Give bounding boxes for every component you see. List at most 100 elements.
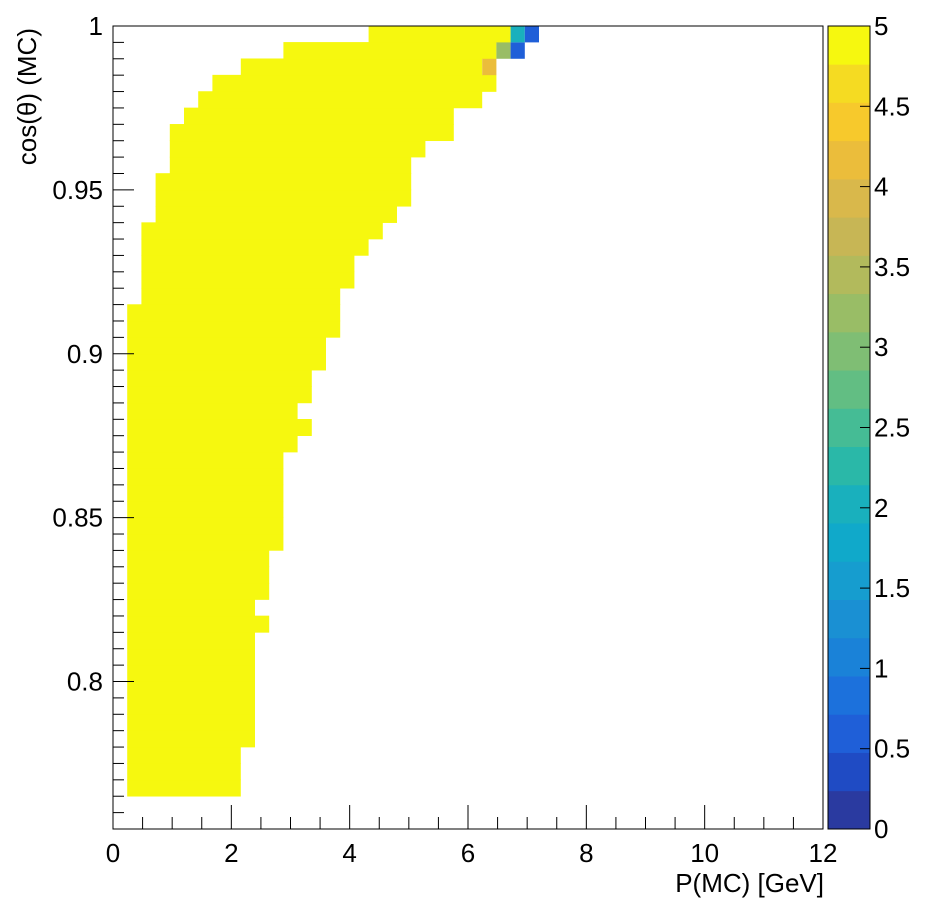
heatmap-row-15 [127, 533, 284, 551]
heatmap-row-24 [127, 386, 312, 404]
heatmap-row-20 [127, 451, 284, 469]
colorbar-swatch [828, 140, 870, 180]
heatmap-row-23 [127, 402, 298, 420]
heatmap-cell-4 [524, 26, 539, 43]
colorbar-swatch [828, 561, 870, 600]
colorbar-tick-label: 0.5 [874, 734, 910, 764]
colorbar-tick-label: 1 [874, 653, 888, 683]
colorbar-tick-label: 4 [874, 172, 888, 202]
x-tick-label: 8 [579, 838, 593, 868]
heatmap-row-3 [127, 730, 255, 748]
x-axis: 0 2 4 6 8 10 12 [106, 805, 838, 868]
heatmap-row-41 [184, 107, 454, 125]
colorbar-swatch [828, 523, 870, 562]
heatmap-row-11 [127, 599, 255, 617]
heatmap-row-5 [127, 697, 255, 715]
x-tick-label: 4 [342, 838, 356, 868]
colorbar-swatch [828, 446, 870, 486]
heatmap-row-21 [127, 435, 298, 453]
x-tick-label: 0 [106, 838, 120, 868]
colorbar-swatch [828, 26, 870, 65]
heatmap-row-13 [127, 566, 270, 584]
heatmap-row-39 [169, 140, 426, 158]
colorbar-swatch [828, 217, 870, 256]
heatmap-row-7 [127, 664, 255, 682]
colorbar-swatch [828, 64, 870, 103]
colorbar-swatch [828, 637, 870, 677]
colorbar-tick-label: 5 [874, 11, 888, 41]
colorbar-swatch [828, 790, 870, 830]
heatmap-cells [127, 25, 539, 797]
heatmap-row-46 [368, 25, 511, 43]
heatmap-row-45 [283, 42, 497, 60]
heatmap-row-31 [141, 271, 355, 289]
heatmap-row-26 [127, 353, 326, 371]
heatmap-row-1 [127, 763, 241, 781]
heatmap-row-9 [127, 632, 255, 650]
heatmap-row-14 [127, 550, 270, 568]
heatmap-row-12 [127, 582, 270, 600]
heatmap-row-18 [127, 484, 284, 502]
heatmap-row-29 [127, 304, 341, 322]
heatmap-row-6 [127, 681, 255, 699]
heatmap-row-34 [141, 222, 383, 240]
heatmap-row-27 [127, 337, 326, 355]
x-tick-label: 2 [224, 838, 238, 868]
heatmap-row-4 [127, 713, 255, 731]
heatmap-cell-2 [510, 42, 525, 59]
colorbar: 0 0.5 1 1.5 2 2.5 3 3.5 4 4.5 5 [827, 11, 910, 844]
heatmap-row-33 [141, 238, 369, 256]
heatmap-row-10 [127, 615, 270, 633]
y-tick-label: 0.8 [67, 667, 103, 697]
colorbar-tick-label: 3 [874, 332, 888, 362]
colorbar-swatch [828, 599, 870, 639]
y-axis-label: cos(θ) (MC) [12, 28, 42, 165]
colorbar-swatch [828, 714, 870, 753]
x-axis-label: P(MC) [GeV] [675, 868, 824, 898]
colorbar-tick-label: 2.5 [874, 413, 910, 443]
heatmap-row-2 [127, 746, 241, 764]
y-tick-label: 0.85 [52, 503, 103, 533]
heatmap-row-17 [127, 500, 284, 518]
heatmap-row-38 [169, 156, 412, 174]
heatmap-cell-1 [496, 42, 511, 59]
heatmap-row-0 [127, 779, 241, 797]
colorbar-swatch [828, 102, 870, 142]
colorbar-tick-label: 1.5 [874, 573, 910, 603]
heatmap-row-44 [240, 58, 483, 76]
heatmap-row-22 [127, 419, 312, 436]
colorbar-swatch [828, 331, 870, 371]
heatmap-row-25 [127, 369, 312, 387]
y-tick-label: 1 [89, 11, 103, 41]
colorbar-swatch [828, 293, 870, 333]
heatmap-row-16 [127, 517, 284, 535]
colorbar-swatch [828, 370, 870, 409]
x-tick-label: 10 [690, 838, 719, 868]
heatmap-row-36 [155, 189, 412, 207]
heatmap-row-8 [127, 648, 255, 666]
y-tick-label: 0.9 [67, 339, 103, 369]
colorbar-swatch [828, 178, 870, 218]
heatmap-row-40 [169, 124, 454, 142]
heatmap-row-43 [212, 74, 497, 92]
heatmap-row-37 [155, 173, 412, 191]
heatmap-row-32 [141, 255, 355, 273]
heatmap-row-35 [155, 205, 397, 223]
colorbar-swatch [828, 752, 870, 792]
colorbar-tick-label: 3.5 [874, 252, 910, 282]
colorbar-swatch [828, 484, 870, 524]
x-tick-label: 6 [461, 838, 475, 868]
heatmap-row-19 [127, 468, 284, 486]
y-axis: 0.8 0.85 0.9 0.95 1 [52, 11, 134, 814]
y-tick-label: 0.95 [52, 175, 103, 205]
x-tick-label: 12 [809, 838, 838, 868]
heatmap-row-30 [141, 287, 341, 305]
heatmap-row-28 [127, 320, 341, 338]
colorbar-tick-label: 4.5 [874, 91, 910, 121]
colorbar-swatch [828, 255, 870, 295]
heatmap-cell-0 [482, 58, 497, 76]
colorbar-tick-label: 0 [874, 814, 888, 844]
heatmap-row-42 [198, 91, 483, 109]
colorbar-swatch [828, 676, 870, 715]
